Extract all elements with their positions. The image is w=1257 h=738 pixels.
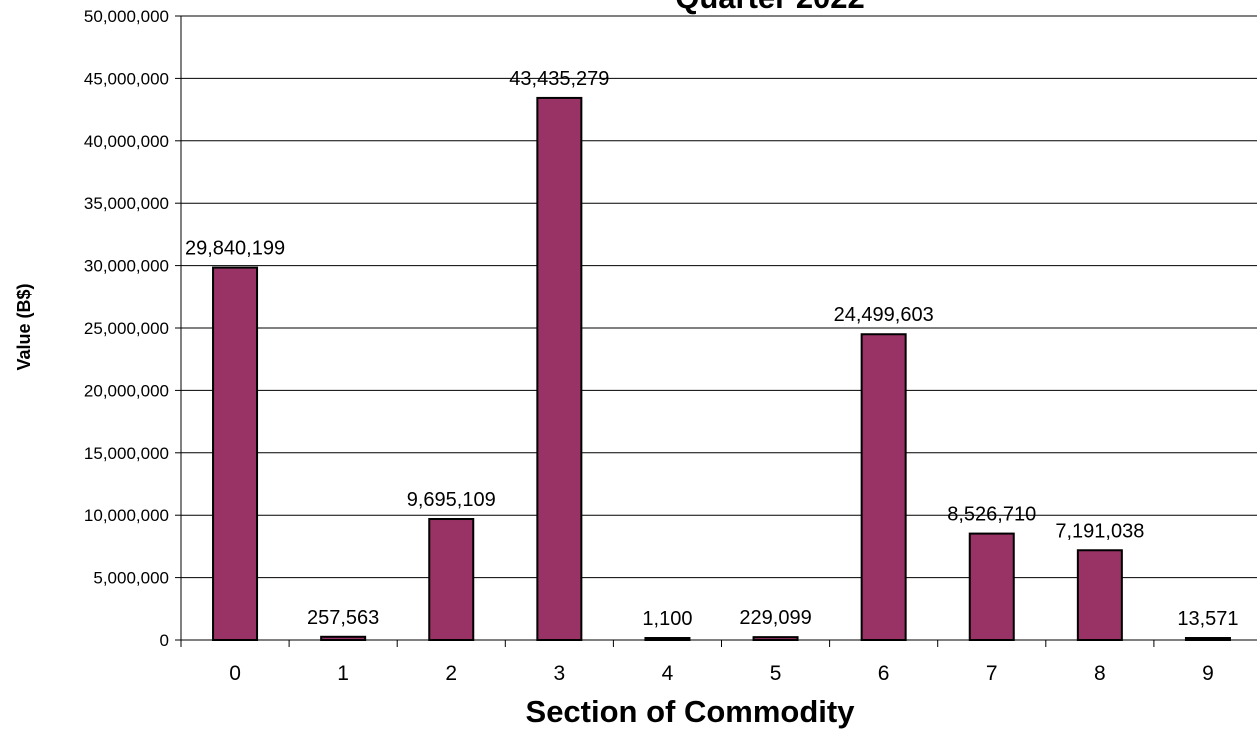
bar bbox=[212, 266, 259, 641]
data-label: 1,100 bbox=[642, 608, 692, 630]
x-axis-title: Section of Commodity bbox=[526, 694, 856, 729]
x-tick-labels: 0 1 2 3 4 5 6 7 8 9 bbox=[229, 662, 1214, 685]
bars bbox=[212, 96, 1231, 642]
x-tick-label: 1 bbox=[337, 662, 349, 685]
x-tick-label: 8 bbox=[1094, 662, 1106, 685]
y-tick-label: 40,000,000 bbox=[84, 132, 169, 151]
x-tick-label: 0 bbox=[229, 662, 241, 685]
y-tick-labels: 0 5,000,000 10,000,000 15,000,000 20,000,000… bbox=[84, 7, 169, 650]
x-tick-label: 4 bbox=[662, 662, 674, 685]
x-tick-label: 7 bbox=[986, 662, 998, 685]
x-tick-label: 5 bbox=[770, 662, 782, 685]
axes bbox=[175, 15, 1257, 647]
y-axis-title: Value (B$) bbox=[14, 283, 34, 370]
bar bbox=[968, 532, 1015, 642]
y-tick-label: 0 bbox=[160, 631, 169, 650]
data-label: 13,571 bbox=[1177, 608, 1238, 630]
data-label: 29,840,199 bbox=[185, 238, 285, 260]
data-label: 43,435,279 bbox=[509, 68, 609, 90]
chart-title: Quarter 2022 bbox=[675, 0, 865, 15]
x-tick-label: 2 bbox=[445, 662, 457, 685]
gridlines bbox=[181, 15, 1257, 579]
y-tick-label: 10,000,000 bbox=[84, 506, 169, 525]
data-label: 229,099 bbox=[739, 607, 811, 629]
data-label: 8,526,710 bbox=[947, 504, 1036, 526]
y-tick-label: 15,000,000 bbox=[84, 444, 169, 463]
y-tick-label: 35,000,000 bbox=[84, 194, 169, 213]
data-label: 7,191,038 bbox=[1055, 520, 1144, 542]
bar bbox=[860, 333, 907, 641]
data-label: 24,499,603 bbox=[834, 304, 934, 326]
x-tick-label: 3 bbox=[554, 662, 566, 685]
bar bbox=[536, 96, 583, 641]
y-tick-label: 50,000,000 bbox=[84, 7, 169, 26]
y-tick-label: 5,000,000 bbox=[93, 569, 169, 588]
bar bbox=[1076, 549, 1123, 642]
x-tick-label: 6 bbox=[878, 662, 890, 685]
x-tick-label: 9 bbox=[1202, 662, 1214, 685]
y-tick-label: 25,000,000 bbox=[84, 319, 169, 338]
data-labels: 29,840,199 257,563 9,695,109 43,435,279 1,10… bbox=[185, 68, 1239, 630]
data-label: 9,695,109 bbox=[407, 489, 496, 511]
y-tick-label: 30,000,000 bbox=[84, 257, 169, 276]
y-tick-label: 45,000,000 bbox=[84, 69, 169, 88]
data-label: 257,563 bbox=[307, 607, 379, 629]
bar bbox=[428, 518, 475, 642]
y-tick-label: 20,000,000 bbox=[84, 381, 169, 400]
